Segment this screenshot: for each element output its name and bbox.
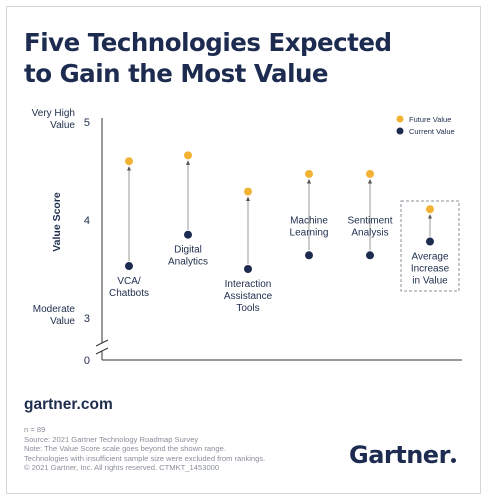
logo-text: Gartner	[349, 441, 450, 469]
future-value-dot	[305, 169, 313, 178]
category-label: Sentiment	[347, 215, 392, 226]
category-label: Learning	[290, 227, 329, 238]
category-label: Chatbots	[109, 288, 149, 299]
axis-break-mark	[95, 339, 109, 347]
y-tick-label: 0	[84, 355, 90, 367]
current-value-dot	[366, 251, 374, 260]
y-tick-label: 3	[84, 313, 90, 325]
future-value-dot	[184, 151, 192, 160]
y-tick-label: 4	[84, 215, 90, 227]
category-label: Increase	[411, 264, 450, 275]
footnotes: n = 89 Source: 2021 Gartner Technology R…	[24, 425, 265, 473]
y-tick-caption: Value	[50, 120, 75, 131]
y-axis-label: Value Score	[51, 192, 63, 252]
y-tick-caption: Very High	[32, 108, 75, 119]
category-label: Digital	[174, 245, 202, 256]
footnote-source: Source: 2021 Gartner Technology Roadmap …	[24, 434, 199, 444]
title-line-2: to Gain the Most Value	[24, 59, 329, 88]
category-label: Average	[411, 252, 449, 263]
future-value-dot	[426, 205, 434, 214]
average-highlight-box	[400, 200, 460, 292]
future-value-dot	[244, 187, 252, 196]
footnote-exclusion-note: Technologies with insufficient sample si…	[24, 453, 266, 463]
y-tick-caption: Moderate	[33, 304, 76, 315]
category-label: VCA/	[117, 276, 141, 287]
footnote-scale-note: Note: The Value Score scale goes beyond …	[24, 444, 226, 454]
current-value-dot	[426, 237, 434, 246]
title-line-1: Five Technologies Expected	[24, 28, 392, 57]
category-label: Interaction	[225, 279, 272, 290]
category-label: in Value	[412, 276, 448, 287]
current-value-dot	[305, 251, 313, 260]
category-label: Tools	[236, 303, 259, 314]
gartner-logo: Gartner	[349, 441, 456, 469]
legend-current-marker	[396, 127, 404, 135]
legend-label: Current Value	[409, 127, 455, 136]
y-tick-label: 5	[84, 117, 90, 129]
legend-future-marker	[396, 115, 404, 123]
footnote-copyright: © 2021 Gartner, Inc. All rights reserved…	[24, 463, 220, 473]
category-label: Analytics	[168, 257, 208, 268]
site-url[interactable]: gartner.com	[24, 396, 113, 413]
logo-dot	[450, 458, 456, 463]
infographic-frame	[6, 6, 481, 494]
current-value-dot	[184, 230, 192, 239]
axis-break-mark	[95, 347, 109, 355]
legend-label: Future Value	[409, 115, 451, 124]
category-label: Machine	[290, 215, 328, 226]
future-value-dot	[125, 157, 133, 166]
current-value-dot	[244, 265, 252, 273]
category-label: Assistance	[224, 291, 273, 302]
footnote-sample: n = 89	[24, 425, 46, 434]
category-label: Analysis	[351, 227, 388, 238]
y-tick-caption: Value	[50, 316, 75, 327]
page-title: Five Technologies Expected to Gain the M…	[24, 27, 464, 89]
current-value-dot	[125, 262, 133, 271]
future-value-dot	[366, 169, 374, 178]
